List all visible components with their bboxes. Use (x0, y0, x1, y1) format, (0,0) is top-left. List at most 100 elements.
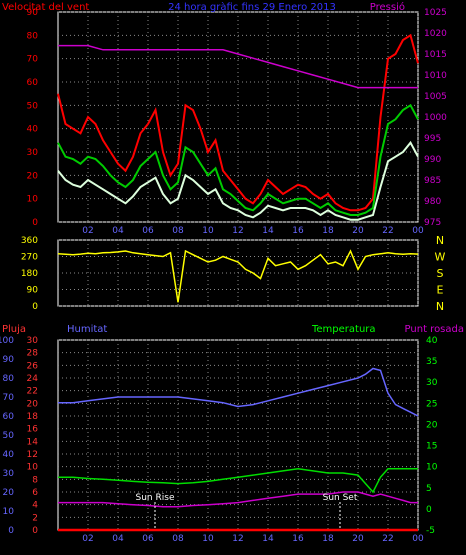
x-tick-label: 04 (112, 534, 124, 544)
chart-title: 24 hora gràfic fins 29 Enero 2013 (168, 1, 336, 13)
temperature-axis: -5 0 5 10 15 20 25 30 35 40 (426, 336, 438, 536)
x-tick-label: 16 (292, 226, 304, 236)
y2-tick-label: 975 (424, 218, 441, 228)
y-tick-label: 10 (27, 195, 39, 205)
humidity-tick-label: 20 (3, 488, 15, 498)
sunset-label: Sun Set (323, 493, 358, 503)
x-tick-label: 14 (262, 226, 274, 236)
x-tick-label: 20 (352, 226, 364, 236)
climate-panel-plot (58, 367, 419, 532)
series-line (57, 140, 419, 221)
rain-tick-label: 30 (27, 336, 39, 346)
series-line (57, 103, 419, 216)
rain-tick-label: 6 (32, 488, 38, 498)
humidity-axis: 0 10 20 30 40 50 60 70 80 90 100 (0, 336, 14, 536)
x-tick-label: 12 (232, 226, 243, 236)
climate-panel-time-axis: 02 04 06 08 10 12 14 16 18 20 22 00 (82, 534, 424, 544)
y2-tick-label: 1010 (424, 71, 447, 81)
humidity-tick-label: 30 (3, 469, 15, 479)
y2-tick-label: 1005 (424, 92, 447, 102)
rain-tick-label: 14 (27, 437, 39, 447)
y2-tick-label: 1025 (424, 8, 447, 18)
rain-tick-label: 16 (27, 425, 39, 435)
cardinal-label: W (435, 251, 446, 264)
x-tick-label: 06 (142, 534, 154, 544)
rain-tick-label: 10 (27, 463, 39, 473)
x-tick-label: 02 (82, 226, 93, 236)
y-tick-label: 90 (27, 8, 39, 18)
humidity-tick-label: 10 (3, 507, 15, 517)
cardinal-label: N (436, 234, 444, 247)
rain-tick-label: 8 (32, 475, 38, 485)
series-line (57, 249, 419, 303)
temp-tick-label: 5 (426, 484, 432, 494)
x-tick-label: 22 (382, 534, 393, 544)
series-line (58, 491, 418, 508)
temp-tick-label: 25 (426, 399, 437, 409)
x-tick-label: 18 (322, 534, 334, 544)
y-tick-label: 0 (32, 218, 38, 228)
direction-panel-plot (57, 249, 419, 303)
rain-tick-label: 28 (27, 349, 39, 359)
series-line (58, 468, 418, 494)
x-tick-label: 20 (352, 534, 364, 544)
wind-speed-axis: 0 10 20 30 40 50 60 70 80 90 (27, 8, 39, 228)
y2-tick-label: 990 (424, 155, 441, 165)
rain-tick-label: 18 (27, 412, 39, 422)
x-tick-label: 00 (412, 534, 424, 544)
humidity-tick-label: 0 (8, 526, 14, 536)
rain-tick-label: 20 (27, 399, 39, 409)
temp-tick-label: 20 (426, 420, 438, 430)
x-tick-label: 08 (172, 534, 184, 544)
humidity-tick-label: 70 (3, 393, 15, 403)
y-tick-label: 0 (32, 302, 38, 312)
cardinal-label: N (436, 300, 444, 313)
y2-tick-label: 980 (424, 197, 441, 207)
x-tick-label: 08 (172, 226, 184, 236)
y-tick-label: 40 (27, 125, 39, 135)
wind-speed-label: Velocitat del vent (2, 2, 89, 13)
y-tick-label: 360 (21, 236, 38, 246)
rain-tick-label: 4 (32, 501, 38, 511)
temperature-label: Temperatura (311, 324, 376, 335)
x-tick-label: 18 (322, 226, 334, 236)
humidity-tick-label: 40 (3, 450, 15, 460)
x-tick-label: 00 (412, 226, 424, 236)
wind-panel-grid (58, 11, 419, 223)
x-tick-label: 16 (292, 534, 304, 544)
y-tick-label: 90 (27, 286, 39, 296)
wind-panel-plot (57, 33, 419, 221)
y-tick-label: 60 (27, 78, 39, 88)
temp-tick-label: 30 (426, 378, 438, 388)
y2-tick-label: 1020 (424, 29, 447, 39)
rain-tick-label: 22 (27, 387, 38, 397)
direction-panel-grid (58, 239, 419, 307)
dewpoint-label: Punt rosada (405, 324, 464, 335)
rain-tick-label: 12 (27, 450, 38, 460)
x-tick-label: 22 (382, 226, 393, 236)
cardinal-label: E (437, 284, 444, 297)
humidity-tick-label: 50 (3, 431, 15, 441)
wind-panel-time-axis: 02 04 06 08 10 12 14 16 18 20 22 00 (82, 226, 424, 236)
x-tick-label: 02 (82, 534, 93, 544)
x-tick-label: 14 (262, 534, 274, 544)
y2-tick-label: 1015 (424, 50, 447, 60)
y-tick-label: 20 (27, 171, 39, 181)
x-tick-label: 04 (112, 226, 124, 236)
sunrise-label: Sun Rise (136, 493, 175, 503)
x-tick-label: 12 (232, 534, 243, 544)
y-tick-label: 70 (27, 55, 39, 65)
temp-tick-label: 0 (426, 505, 432, 515)
series-line (58, 44, 418, 89)
temp-tick-label: 40 (426, 336, 438, 346)
y-tick-label: 270 (21, 253, 38, 263)
y2-tick-label: 995 (424, 134, 441, 144)
x-tick-label: 10 (202, 226, 214, 236)
cardinal-label: S (437, 267, 444, 280)
humidity-tick-label: 90 (3, 355, 15, 365)
y-tick-label: 180 (21, 269, 38, 279)
pressure-label: Pressió (370, 1, 405, 13)
